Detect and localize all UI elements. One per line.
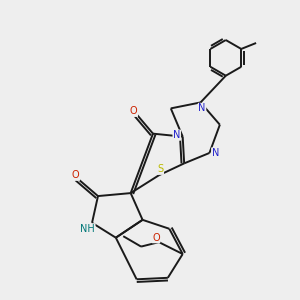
Text: S: S [157, 164, 164, 174]
Text: NH: NH [80, 224, 95, 234]
Text: O: O [152, 233, 160, 243]
Text: N: N [173, 130, 180, 140]
Text: O: O [72, 170, 80, 180]
Text: O: O [130, 106, 137, 116]
Text: N: N [212, 148, 219, 158]
Text: N: N [198, 103, 206, 113]
